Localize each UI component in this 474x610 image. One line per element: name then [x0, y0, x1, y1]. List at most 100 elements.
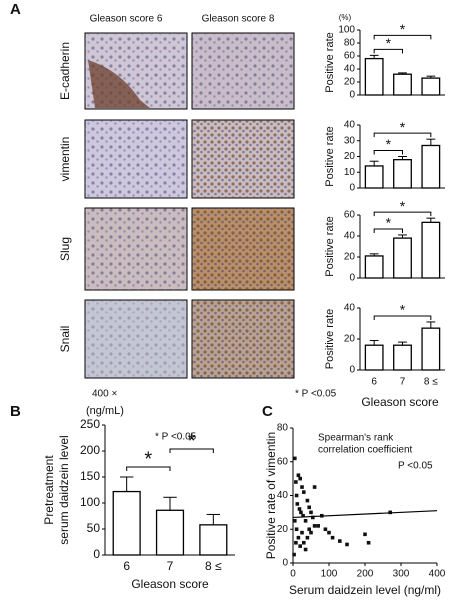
- y-unit: (%): [339, 13, 352, 22]
- bar: [155, 509, 185, 556]
- scatter-point: [298, 476, 302, 481]
- y-tick-label: 40: [344, 120, 356, 131]
- bar: [199, 524, 228, 556]
- y-tick-label: 40: [277, 490, 289, 501]
- x-tick-label: 400: [429, 569, 446, 580]
- significance-bracket: [373, 315, 432, 320]
- bar: [364, 57, 384, 96]
- y-tick-label: 10: [344, 167, 356, 178]
- row-label: vimentin: [58, 137, 72, 182]
- significance-bracket: [126, 466, 171, 471]
- significance-star: *: [144, 448, 152, 470]
- y-tick-label: 200: [80, 443, 100, 457]
- scatter-point: [309, 510, 313, 515]
- bar: [364, 255, 384, 279]
- significance-bracket: [373, 211, 432, 217]
- y-axis-title: Positive rate: [324, 126, 336, 187]
- y-tick-label: 60: [344, 51, 356, 62]
- y-tick-label: 20: [344, 77, 356, 88]
- scatter-point: [327, 530, 331, 535]
- row-label: Slug: [58, 237, 72, 261]
- y-tick-label: 0: [349, 365, 355, 376]
- y-tick-label: 20: [277, 524, 289, 535]
- significance-bracket: [373, 150, 403, 155]
- x-tick-label: 7: [167, 559, 174, 573]
- y-tick-label: 20: [344, 252, 356, 263]
- scatter-point: [312, 485, 317, 489]
- y-axis-title: Positive rate: [324, 32, 336, 93]
- column-header: Gleason score 8: [202, 14, 275, 25]
- x-axis-title: Serum daidzein level (ng/ml): [289, 583, 441, 597]
- magnification: 400 ×: [92, 389, 117, 400]
- annotation: correlation coefficient: [318, 445, 413, 456]
- y-tick-label: 60: [344, 210, 356, 221]
- scatter-point: [312, 524, 317, 528]
- y-axis-title: Pretreatment: [42, 455, 56, 525]
- significance-bracket: [373, 132, 432, 138]
- scatter-point: [303, 547, 308, 552]
- row-label: E-cadherin: [58, 42, 72, 100]
- scatter-point: [293, 519, 297, 523]
- x-tick-label: 0: [290, 569, 296, 580]
- scatter-point: [293, 456, 297, 461]
- y-tick-label: 50: [87, 521, 101, 535]
- scatter-point: [316, 524, 320, 528]
- bar: [421, 77, 441, 96]
- y-tick-label: 30: [344, 135, 356, 146]
- scatter-point: [300, 485, 304, 489]
- scatter-point: [295, 502, 300, 506]
- scatter-point: [296, 535, 301, 540]
- column-header: Gleason score 6: [90, 14, 163, 25]
- scatter-point: [302, 490, 306, 494]
- y-tick-label: 80: [344, 38, 356, 49]
- scatter-point: [366, 540, 371, 545]
- significance-star: *: [400, 302, 406, 318]
- y-tick-label: 150: [80, 469, 100, 483]
- y-tick-label: 20: [344, 334, 356, 345]
- scatter-point: [301, 513, 305, 518]
- bar: [364, 165, 384, 189]
- scatter-point: [309, 530, 313, 535]
- scatter-point: [298, 544, 302, 548]
- significance-bracket: [373, 34, 432, 40]
- y-tick-label: 60: [277, 456, 289, 467]
- x-tick-label: 8 ≤: [424, 377, 438, 388]
- y-tick-label: 100: [80, 495, 100, 509]
- significance-star: *: [386, 215, 392, 231]
- significance-note: * P <0.05: [155, 432, 197, 443]
- y-tick-label: 0: [349, 90, 355, 101]
- significance-star: *: [400, 119, 406, 135]
- x-axis-title: Gleason score: [361, 395, 439, 409]
- x-tick-label: 6: [371, 377, 377, 388]
- y-axis-title: Positive rate: [324, 216, 336, 277]
- scatter-point: [294, 480, 298, 484]
- scatter-point: [294, 540, 298, 545]
- scatter-point: [294, 493, 299, 498]
- scatter-point: [299, 510, 303, 515]
- y-tick-label: 80: [277, 423, 289, 434]
- x-tick-label: 100: [321, 569, 338, 580]
- y-tick-label: 0: [93, 547, 100, 561]
- y-axis-title: serum daidzein level: [57, 435, 71, 544]
- scatter-point: [303, 519, 308, 523]
- x-tick-label: 6: [123, 559, 130, 573]
- bar: [112, 490, 141, 556]
- significance-star: *: [188, 430, 196, 452]
- y-tick-label: 0: [349, 273, 355, 284]
- bar: [421, 144, 441, 189]
- scatter-point: [296, 473, 301, 478]
- scatter-point: [292, 552, 296, 557]
- scatter-point: [330, 535, 335, 540]
- scatter-point: [338, 539, 342, 543]
- significance-bracket: [169, 448, 214, 453]
- fit-line: [292, 510, 438, 519]
- y-tick-label: 40: [344, 64, 356, 75]
- scatter-point: [297, 507, 302, 511]
- bar: [364, 344, 384, 371]
- scatter-point: [307, 527, 311, 532]
- bar: [393, 73, 412, 96]
- y-unit: (ng/mL): [86, 405, 124, 417]
- y-tick-label: 40: [344, 303, 356, 314]
- x-tick-label: 7: [400, 377, 406, 388]
